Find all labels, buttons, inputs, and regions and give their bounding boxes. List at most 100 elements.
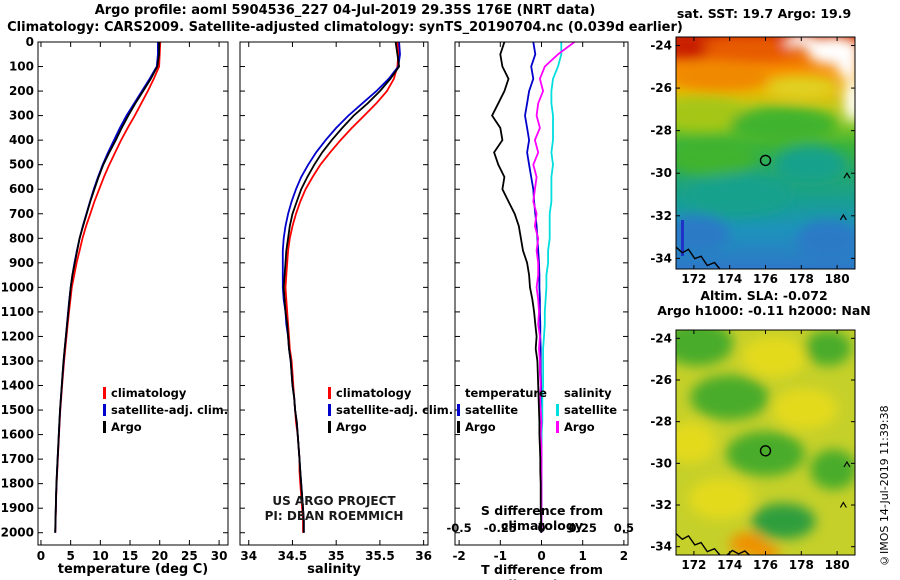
color-blob — [795, 220, 855, 263]
legend-item-t-satellite: satellite — [457, 401, 547, 418]
lon-tick-label: 176 — [753, 272, 778, 286]
lat-tick-label: -30 — [650, 456, 672, 470]
cold-streak — [681, 220, 684, 256]
temperature-plot: 0 5 10 15 20 25 300100200300400500600700800900… — [1, 35, 229, 563]
legend-header-label: salinity — [564, 385, 612, 400]
legend-label: Argo — [336, 419, 367, 434]
color-blob — [774, 146, 847, 184]
s-tick-label: 0 — [537, 521, 545, 535]
temperature-curves — [54, 42, 162, 533]
salinity-axes-box — [239, 41, 429, 546]
lat-tick-label: -26 — [650, 373, 672, 387]
sla-map-ticks: 172 174 176 178 180 -24 -26 -28 -30 -32 -34 — [650, 330, 855, 572]
lon-tick-label: 172 — [681, 558, 706, 572]
float-position-marker — [759, 445, 772, 457]
depth-tick-label: 300 — [9, 109, 34, 123]
legend-label: climatology — [111, 385, 187, 400]
color-blob — [751, 543, 780, 555]
s-tick-label: -0.25 — [484, 521, 517, 535]
legend-label: satellite — [564, 402, 618, 417]
depth-tick-label: 0 — [26, 35, 34, 49]
argo-line-swatch — [103, 420, 106, 433]
s-argo-line-swatch — [556, 420, 559, 433]
depth-tick-label: 2000 — [1, 526, 34, 540]
legend-label: satellite-adj. clim. — [336, 402, 454, 417]
s-difference-axis-label: S difference from climatology — [480, 503, 604, 533]
sst-map-ticks: 172 174 176 178 180 -24 -26 -28 -30 -32 -34 — [650, 37, 855, 286]
lat-tick-label: -28 — [650, 415, 672, 429]
color-blob — [690, 375, 770, 420]
color-blob — [751, 503, 816, 540]
x-tick-label: 35.5 — [365, 549, 395, 563]
salinity-series-argo — [282, 42, 401, 533]
t-satellite-line-swatch — [457, 403, 460, 416]
small-mark — [843, 172, 851, 179]
legend-item-climatology: climatology — [103, 384, 228, 401]
lon-tick-label: 172 — [681, 272, 706, 286]
depth-tick-label: 400 — [9, 133, 34, 147]
depth-tick-label: 800 — [9, 231, 34, 245]
color-blob — [676, 62, 771, 91]
lat-tick-label: -34 — [650, 540, 672, 554]
difference-legend-salinity: salinity satellite Argo — [556, 384, 617, 435]
lon-tick-label: 178 — [789, 558, 814, 572]
sla-color-blobs — [676, 330, 855, 555]
depth-tick-label: 1000 — [1, 280, 34, 294]
s-satellite-line-swatch — [556, 403, 559, 416]
sst-color-blobs — [676, 37, 855, 263]
x-tick-label: 0 — [37, 549, 45, 563]
x-tick-label: 34.5 — [278, 549, 308, 563]
depth-tick-label: 1600 — [1, 428, 34, 442]
color-blob — [726, 431, 805, 477]
legend-header-label: temperature — [465, 385, 547, 400]
color-blob — [729, 106, 838, 144]
difference-series-sal_argo — [532, 42, 576, 533]
legend-label: Argo — [111, 419, 142, 434]
salinity-series-clim — [284, 42, 400, 533]
lon-tick-label: 178 — [789, 272, 814, 286]
depth-tick-label: 1300 — [1, 354, 34, 368]
pi-name-watermark: PI: DEAN ROEMMICH — [264, 509, 404, 523]
legend-header-salinity: salinity — [556, 384, 617, 401]
salinity-axis-label: salinity — [307, 562, 361, 577]
x-tick-label: 36 — [415, 549, 432, 563]
color-blob — [844, 76, 855, 123]
x-tick-label: 30 — [211, 549, 228, 563]
temperature-series-argo — [54, 42, 161, 533]
legend-label: Argo — [564, 419, 595, 434]
legend-item-satellite-adj: satellite-adj. clim. — [328, 401, 453, 418]
x-tick-label: 35 — [328, 549, 345, 563]
x-tick-label: 5 — [66, 549, 74, 563]
small-mark — [843, 460, 851, 468]
coastline — [726, 549, 750, 555]
difference-y-ticks — [455, 41, 628, 534]
t-argo-line-swatch — [457, 420, 460, 433]
temperature-axes-box — [37, 41, 229, 546]
color-blob — [688, 478, 753, 519]
climatology-line-swatch — [103, 386, 106, 399]
depth-tick-label: 1400 — [1, 379, 34, 393]
header-line2: Climatology: CARS2009. Satellite-adjuste… — [7, 20, 683, 35]
sla-map-title: Altim. SLA: -0.072 — [700, 288, 828, 303]
depth-tick-label: 1700 — [1, 452, 34, 466]
argo-heights-title: Argo h1000: -0.11 h2000: NaN — [657, 303, 871, 318]
color-blob — [702, 37, 793, 61]
difference-x-ticks: -2 -1 0 1 2 — [452, 42, 628, 563]
x-tick-label: 1 — [579, 549, 587, 563]
depth-tick-label: 600 — [9, 182, 34, 196]
depth-tick-label: 500 — [9, 158, 34, 172]
sst-map-title: sat. SST: 19.7 Argo: 19.9 — [676, 6, 852, 21]
salinity-plot: 34 34.5 35 35.5 36 — [239, 41, 432, 563]
sla-field — [676, 330, 855, 555]
us-argo-project-watermark: US ARGO PROJECT — [272, 494, 396, 508]
legend-item-satellite-adj: satellite-adj. clim. — [103, 401, 228, 418]
depth-tick-label: 1500 — [1, 403, 34, 417]
legend-item-climatology: climatology — [328, 384, 453, 401]
x-tick-label: 25 — [181, 549, 198, 563]
lat-tick-label: -32 — [650, 209, 672, 223]
color-blob — [676, 422, 716, 463]
x-tick-label: 2 — [620, 549, 628, 563]
salinity-curves — [281, 42, 401, 533]
s-tick-label: -0.5 — [447, 521, 472, 535]
color-blob — [837, 55, 855, 79]
